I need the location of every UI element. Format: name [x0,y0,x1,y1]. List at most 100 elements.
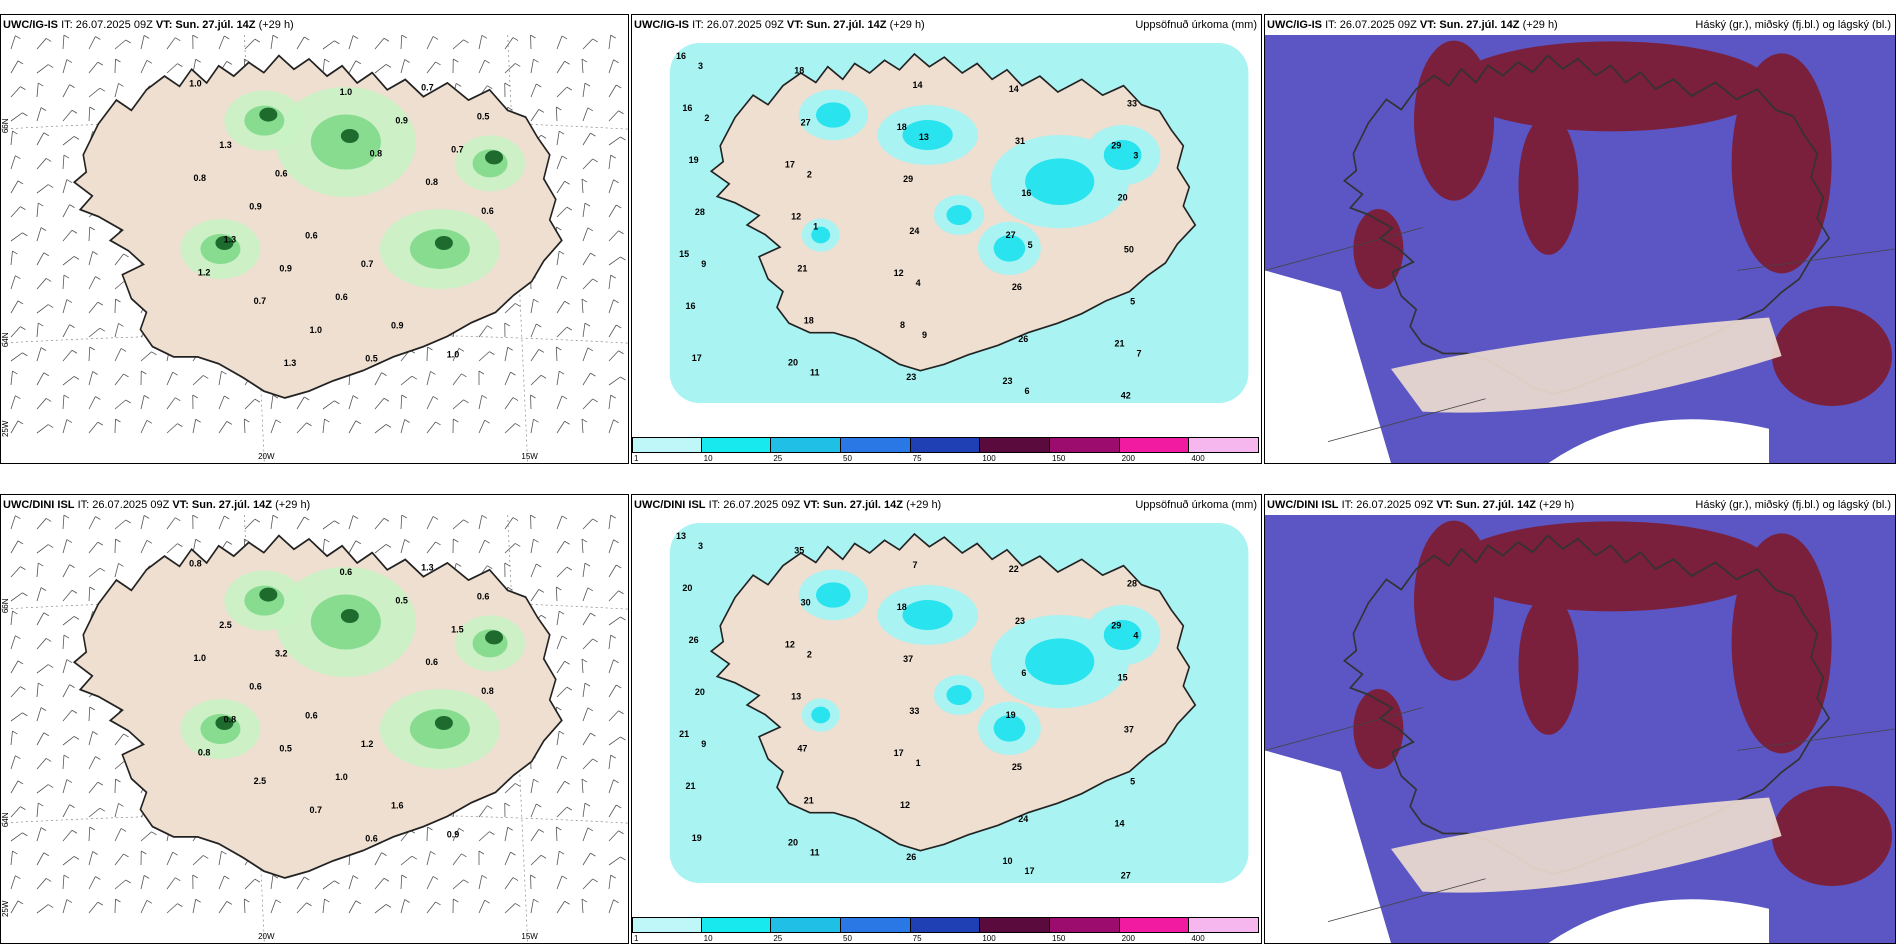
wind-barb [10,540,19,554]
wind-barb [62,59,68,74]
wind-barb-flag [540,854,547,859]
wind-barb-flag [540,614,547,619]
precip-value-label: 1.0 [193,653,206,663]
wind-barb-flag [435,901,441,906]
wind-barb [270,515,274,530]
wind-barb [478,395,483,410]
wind-barb-flag [507,826,513,831]
wind-barb-flag [334,880,340,885]
wind-barb [10,731,13,746]
wind-barb [582,563,586,578]
wind-barb [322,419,325,434]
accum-value-label: 35 [794,545,804,555]
wind-barb-flag [584,802,591,807]
wind-barb-flag [618,710,624,715]
precip-area-moderate [946,685,972,705]
wind-barb-flag [536,803,542,808]
precip-area-moderate [946,205,972,225]
wind-barb-flag [12,130,18,135]
wind-barb [270,395,274,410]
wind-barb-flag [123,373,129,378]
wind-barb [582,252,591,266]
wind-barb-flag [89,706,95,711]
precip-value-label: 0.6 [481,206,494,216]
wind-barb [62,84,70,98]
precip-area-heavy [340,609,359,623]
wind-barb-flag [143,515,150,519]
wind-barb [88,826,91,842]
wind-barb-flag [89,826,95,831]
wind-barb-flag [73,616,80,620]
wind-barb-flag [458,347,465,352]
longitude-line [507,515,529,943]
wind-barb-flag [533,898,539,903]
longitude-label: 20W [258,452,275,461]
high-cloud-area [1518,114,1579,255]
wind-barb [608,710,619,722]
wind-barb-flag [45,518,52,522]
precip-shading [180,87,526,289]
wind-barb [400,515,403,530]
lead-time: (+29 h) [889,19,925,31]
wind-barb [36,784,49,794]
wind-barb [10,686,21,698]
legend-swatch [841,917,911,933]
wind-barb-flag [45,278,52,282]
wind-barb [88,301,99,314]
wind-barb [114,83,119,98]
wind-barb [530,109,540,122]
wind-barb-flag [610,634,616,639]
precip-area-moderate [1103,140,1142,170]
wind-barb [478,900,486,914]
precip-value-label: 0.6 [477,591,490,601]
wind-barb-flag [411,375,418,380]
wind-barb [608,856,621,866]
model-name: UWC/IG-IS [634,19,689,31]
wind-barb-flag [141,370,147,375]
wind-barb [88,106,91,122]
wind-barb-flag [115,298,121,303]
wind-barb-flag [254,878,261,883]
accum-value-label: 2 [704,113,709,123]
wind-barb [322,520,335,530]
wind-barb-flag [43,852,49,857]
wind-barb-flag [272,35,279,39]
wind-barb-flag [71,589,78,594]
wind-barb-flag [620,616,626,621]
wind-barb-flag [192,394,198,399]
wind-barb-flag [40,107,47,111]
wind-barb [62,875,65,890]
wind-barb [36,664,49,674]
wind-barb-flag [584,82,591,87]
wind-barb-flag [95,396,101,400]
wind-barb [608,275,612,290]
wind-barb [322,539,325,554]
wind-barb [348,875,354,890]
wind-barb-flag [453,898,459,903]
model-name: UWC/DINI ISL [3,499,75,511]
accum-value-label: 2 [807,169,812,179]
wind-barb-flag [613,899,619,904]
clear-sky-areas [1265,750,1769,943]
wind-barb-flag [455,83,462,87]
wind-barb [581,899,584,914]
latitude-label: 64N [1,332,10,347]
wind-barb [10,755,16,770]
wind-barb [556,61,565,74]
field-title: Háský (gr.), miðský (fj.bl.) og lágský (… [1695,19,1891,31]
precip-value-label: 0.9 [249,202,262,212]
wind-barb [114,519,126,530]
precip-value-label: 0.8 [189,558,202,568]
wind-barb-flag [73,376,80,380]
legend-tick: 50 [843,454,852,463]
precip-value-label: 0.6 [305,710,318,720]
wind-barb [36,347,42,362]
wind-barb [504,783,516,794]
wind-barb [582,878,594,890]
accum-value-label: 3 [698,541,703,551]
valid-time-label: VT: [172,499,189,511]
wind-barb-flag [478,850,485,855]
wind-barb [426,901,436,914]
wind-barb-flag [540,374,547,379]
wind-barb [10,251,13,266]
